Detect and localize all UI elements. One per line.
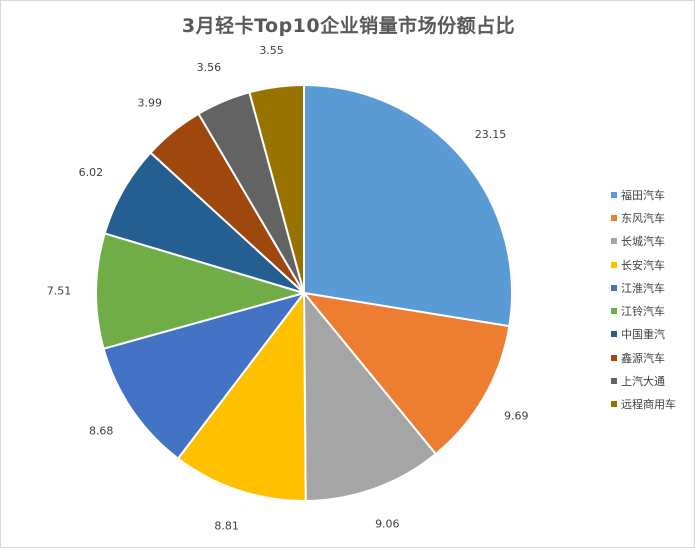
pie-slice-1 — [303, 84, 513, 328]
pie-slice-3 — [303, 292, 437, 502]
legend-label: 鑫源汽车 — [621, 351, 665, 365]
legend-label: 东风汽车 — [621, 211, 665, 225]
legend-swatch — [611, 401, 617, 408]
pie-slice-10 — [248, 84, 305, 294]
pie-slice-6 — [95, 232, 305, 350]
pie-slice-5 — [102, 292, 305, 460]
legend-label: 长安汽车 — [621, 258, 665, 272]
legend-label: 福田汽车 — [621, 188, 665, 202]
data-label-8: 3.99 — [138, 97, 163, 110]
legend-swatch — [611, 261, 617, 268]
legend-swatch — [611, 354, 617, 361]
legend-swatch — [611, 284, 617, 291]
legend-item-10: 远程商用车 — [611, 393, 695, 416]
legend-label: 长城汽车 — [621, 235, 665, 249]
legend-label: 远程商用车 — [621, 398, 676, 412]
legend-label: 江淮汽车 — [621, 281, 665, 295]
legend-swatch — [611, 378, 617, 385]
legend-item-3: 长城汽车 — [611, 230, 695, 253]
data-label-1: 23.15 — [475, 128, 507, 141]
data-label-5: 8.68 — [89, 424, 114, 437]
legend-swatch — [611, 308, 617, 315]
legend-item-1: 福田汽车 — [611, 183, 695, 206]
pie-slice-2 — [303, 292, 511, 455]
legend-item-4: 长安汽车 — [611, 253, 695, 276]
legend-label: 上汽大通 — [621, 375, 665, 389]
legend-item-7: 中国重汽 — [611, 323, 695, 346]
data-label-7: 6.02 — [79, 166, 104, 179]
data-label-9: 3.56 — [197, 61, 222, 74]
legend-swatch — [611, 214, 617, 221]
legend-swatch — [611, 191, 617, 198]
legend-item-5: 江淮汽车 — [611, 276, 695, 299]
data-label-3: 9.06 — [375, 517, 400, 530]
legend-swatch — [611, 331, 617, 338]
legend-item-2: 东风汽车 — [611, 206, 695, 229]
legend-label: 中国重汽 — [621, 328, 665, 342]
data-label-6: 7.51 — [47, 285, 72, 298]
chart-title: 3月轻卡Top10企业销量市场份额占比 — [181, 15, 516, 37]
data-label-2: 9.69 — [504, 409, 529, 422]
data-label-4: 8.81 — [214, 519, 239, 532]
chart-legend: 福田汽车东风汽车长城汽车长安汽车江淮汽车江铃汽车中国重汽鑫源汽车上汽大通远程商用… — [611, 183, 695, 416]
data-label-10: 3.55 — [259, 44, 284, 57]
legend-item-6: 江铃汽车 — [611, 299, 695, 322]
legend-label: 江铃汽车 — [621, 305, 665, 319]
legend-item-8: 鑫源汽车 — [611, 346, 695, 369]
legend-item-9: 上汽大通 — [611, 369, 695, 392]
pie-slice-4 — [177, 292, 307, 502]
legend-swatch — [611, 238, 617, 245]
